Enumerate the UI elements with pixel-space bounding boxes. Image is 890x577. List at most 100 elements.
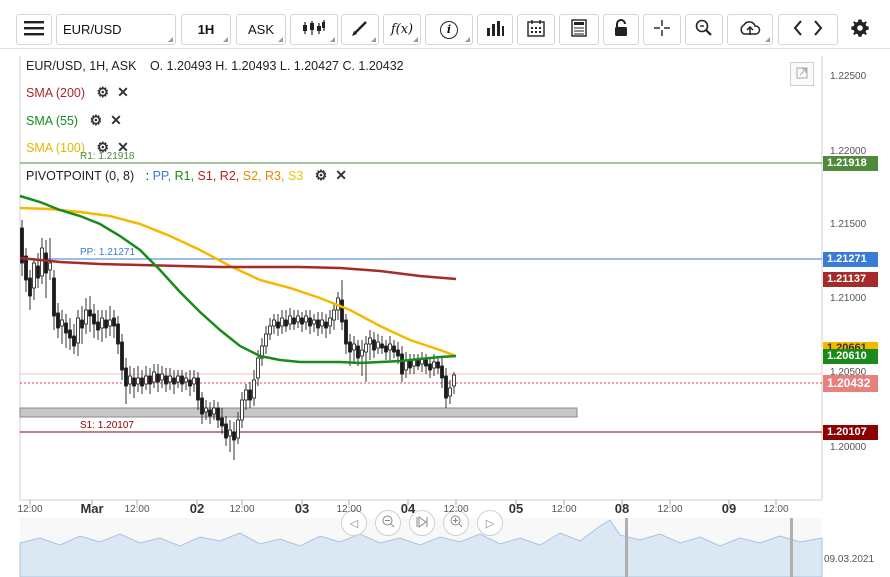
- close-icon[interactable]: ✕: [110, 112, 122, 128]
- candle-body: [312, 319, 316, 325]
- candle-body: [164, 375, 168, 385]
- toolbar: EUR/USD 1H ASK f(x) i: [0, 0, 890, 49]
- zone-bar: [19, 407, 578, 418]
- candle-body: [232, 431, 236, 441]
- zoom-out-button[interactable]: [375, 510, 401, 536]
- candle-body: [444, 375, 448, 399]
- calendar-button[interactable]: [517, 14, 555, 45]
- symbol-select[interactable]: EUR/USD: [56, 14, 176, 45]
- candle-body: [340, 299, 344, 323]
- sma200-price-tag: 1.21137: [823, 272, 878, 287]
- s1-level-label: S1: 1.20107: [80, 420, 134, 431]
- candle-body: [396, 349, 400, 357]
- sma100-price-tag: 1.20661: [823, 342, 878, 351]
- pivot-r3: R3,: [264, 169, 285, 183]
- zoom-out-icon: [382, 515, 395, 531]
- gear-icon[interactable]: ⚙: [314, 167, 328, 183]
- indicator-label: SMA (55): [26, 114, 79, 128]
- y-tick-label: 1.21500: [830, 219, 867, 230]
- candle-body: [84, 309, 88, 325]
- candle-body: [296, 315, 300, 323]
- candle-body: [400, 353, 404, 375]
- price-type-select[interactable]: ASK: [236, 14, 286, 45]
- candle-body: [104, 319, 108, 329]
- gear-icon[interactable]: ⚙: [96, 139, 110, 155]
- candle-body: [52, 277, 56, 317]
- navigator-area: [19, 519, 823, 577]
- candle-body: [300, 317, 304, 325]
- indicator-pivotpoint: PIVOTPOINT (0, 8) : PP, R1, S1, R2, S2, …: [26, 167, 347, 184]
- formula-button[interactable]: f(x): [383, 14, 421, 45]
- zoom-button[interactable]: [685, 14, 723, 45]
- pivot-prefix: :: [145, 169, 150, 183]
- chart-area[interactable]: EUR/USD, 1H, ASK O. 1.20493 H. 1.20493 L…: [0, 48, 890, 577]
- candle-body: [44, 252, 48, 274]
- candle-body: [292, 317, 296, 325]
- pivot-s2: S2,: [242, 169, 262, 183]
- timeframe-select[interactable]: 1H: [181, 14, 231, 45]
- candle-body: [88, 309, 92, 317]
- gear-icon[interactable]: ⚙: [89, 112, 103, 128]
- candle-body: [324, 321, 328, 329]
- candle-body: [436, 361, 440, 369]
- x-tick-label: 12:00: [657, 504, 683, 515]
- expand-icon: [796, 67, 808, 82]
- chart-type-button[interactable]: [290, 14, 338, 45]
- scroll-right-button[interactable]: ▷: [477, 510, 503, 536]
- close-icon[interactable]: ✕: [117, 139, 129, 155]
- last-price-tag: 1.20432: [823, 375, 878, 392]
- crosshair-button[interactable]: [643, 14, 681, 45]
- candle-body: [80, 319, 84, 329]
- candle-body: [28, 277, 32, 297]
- candle-body: [320, 319, 324, 327]
- candle-body: [92, 313, 96, 325]
- x-tick-label: 12:00: [17, 504, 43, 515]
- candle-body: [200, 397, 204, 415]
- date-label: 09.03.2021: [824, 554, 875, 565]
- cloud-save-button[interactable]: [727, 14, 773, 45]
- pivot-r2: R2,: [219, 169, 240, 183]
- menu-button[interactable]: [16, 14, 52, 45]
- gear-icon[interactable]: ⚙: [96, 84, 110, 100]
- candle-body: [168, 375, 172, 383]
- close-icon[interactable]: ✕: [117, 84, 129, 100]
- candle-body: [76, 317, 80, 344]
- close-icon[interactable]: ✕: [335, 167, 347, 183]
- candle-body: [72, 335, 76, 347]
- info-button[interactable]: i: [425, 14, 473, 45]
- y-tick-label: 1.21000: [830, 293, 867, 304]
- reset-view-button[interactable]: [409, 510, 435, 536]
- lock-button[interactable]: [603, 14, 639, 45]
- forward-icon[interactable]: [813, 20, 823, 39]
- candle-body: [240, 399, 244, 421]
- price-chart[interactable]: [0, 48, 890, 577]
- expand-button[interactable]: [790, 62, 814, 86]
- s1-price-tag: 1.20107: [823, 425, 878, 440]
- symbol-header: EUR/USD, 1H, ASK: [26, 59, 137, 73]
- reset-icon: [416, 515, 428, 531]
- candle-body: [172, 377, 176, 385]
- zoom-in-button[interactable]: [443, 510, 469, 536]
- candle-body: [452, 374, 456, 387]
- candle-body: [360, 349, 364, 357]
- drawing-tool-button[interactable]: [341, 14, 379, 45]
- candle-body: [204, 407, 208, 413]
- x-tick-label: 12:00: [443, 504, 469, 515]
- candle-body: [248, 389, 252, 401]
- back-icon[interactable]: [793, 20, 803, 39]
- sma-200-line: [19, 256, 457, 281]
- candle-body: [440, 365, 444, 379]
- scroll-left-button[interactable]: ◁: [341, 510, 367, 536]
- candle-body: [380, 343, 384, 349]
- candle-body: [148, 375, 152, 385]
- candle-body: [244, 389, 248, 401]
- candle-body: [20, 227, 24, 264]
- x-tick-label: 12:00: [763, 504, 789, 515]
- y-tick-label: 1.22500: [830, 71, 867, 82]
- volume-button[interactable]: [477, 14, 513, 45]
- settings-button[interactable]: [842, 14, 878, 45]
- x-tick-label: 12:00: [551, 504, 577, 515]
- candle-body: [448, 387, 452, 397]
- data-table-button[interactable]: [559, 14, 599, 45]
- candle-body: [68, 329, 72, 339]
